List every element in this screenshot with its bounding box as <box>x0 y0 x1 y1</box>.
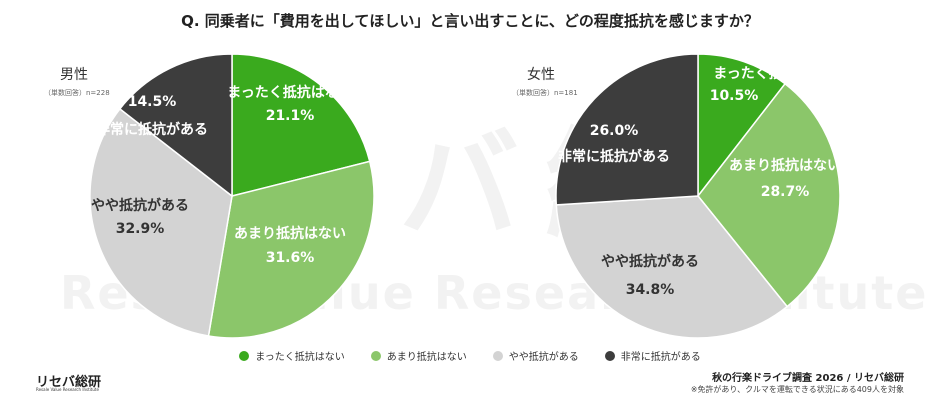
pie-title-male: 男性 <box>60 67 88 83</box>
legend-label: 非常に抵抗がある <box>620 352 701 363</box>
legend-label: あまり抵抗はない <box>386 352 467 363</box>
slice-label-male-1: まったく抵抗はない <box>227 84 352 101</box>
slice-value-male-2: 31.6% <box>266 250 315 266</box>
pie-slice-female-1 <box>697 53 787 199</box>
slice-label-male-2: あまり抵抗はない <box>234 225 346 242</box>
pie-note-male: （単数回答）n=228 <box>44 89 110 97</box>
slice-label-female-3: やや抵抗がある <box>601 253 699 270</box>
pie-slice-female-4 <box>555 53 699 206</box>
legend-item: あまり抵抗はない <box>370 348 467 363</box>
pie-slice-male-2 <box>207 160 375 339</box>
pie-slice-male-1 <box>231 53 371 197</box>
logo-sub: Resale Value Research Institute <box>36 387 99 392</box>
legend-label: やや抵抗がある <box>508 352 579 363</box>
slice-value-female-2: 28.7% <box>761 184 810 200</box>
pie-slice-male-3 <box>89 107 233 337</box>
legend-item: まったく抵抗はない <box>239 348 345 363</box>
pie-title-female: 女性 <box>527 67 555 83</box>
legend-swatch-2 <box>370 350 381 361</box>
pie-slice-female-3 <box>555 195 789 339</box>
slice-value-male-3: 32.9% <box>116 221 165 237</box>
slice-label-female-2: あまり抵抗はない <box>729 157 841 174</box>
slice-value-female-3: 34.8% <box>626 282 675 298</box>
legend-item: やや抵抗がある <box>492 348 579 363</box>
legend-swatch-4 <box>604 350 615 361</box>
slice-label-female-4: 非常に抵抗がある <box>558 148 670 165</box>
pie-note-female: （単数回答）n=181 <box>512 89 578 97</box>
pie-slice-female-2 <box>697 82 841 308</box>
slice-label-male-4: 非常に抵抗がある <box>96 121 208 138</box>
logo: リセバ総研 <box>36 375 102 390</box>
legend-swatch-3 <box>492 350 503 361</box>
slice-label-male-3: やや抵抗がある <box>91 197 189 214</box>
legend-label: まったく抵抗はない <box>255 352 345 363</box>
slice-value-female-4: 26.0% <box>590 123 639 139</box>
question-title: Q. 同乗者に「費用を出してほしい」と言い出すことに、どの程度抵抗を感じますか？ <box>181 12 759 30</box>
slice-label-female-1: まったく抵抗はない <box>713 65 838 82</box>
slice-value-male-4: 14.5% <box>128 94 177 110</box>
survey-source: 秋の行楽ドライブ調査 2026 / リセバ総研 <box>712 373 904 384</box>
legend-swatch-1 <box>239 350 250 361</box>
legend: まったく抵抗はない あまり抵抗はない やや抵抗がある 非常に抵抗がある <box>0 348 940 363</box>
slice-value-male-1: 21.1% <box>266 108 315 124</box>
slice-value-female-1: 10.5% <box>710 88 759 104</box>
legend-item: 非常に抵抗がある <box>604 348 701 363</box>
survey-note: ※免許があり、クルマを運転できる状況にある409人を対象 <box>690 385 904 394</box>
pie-slice-male-4 <box>118 53 233 198</box>
